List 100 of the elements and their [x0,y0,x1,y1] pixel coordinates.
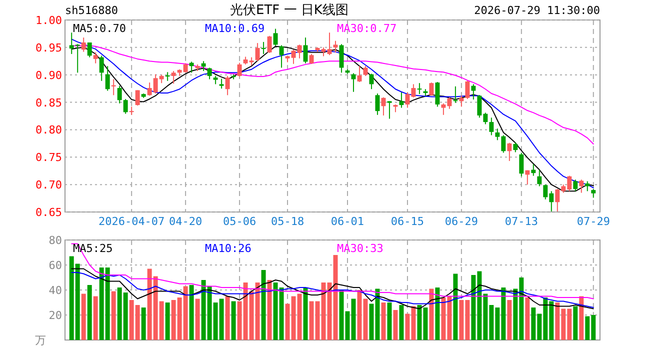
bar [165,302,170,340]
bar [399,305,404,340]
candlestick [471,84,476,100]
chart-title: 光伏ETF 一 日K线图 [230,3,348,18]
candlestick [369,73,374,90]
bar [267,280,272,340]
x-tick-label: 07-13 [504,215,538,228]
candlestick [135,90,140,106]
y-axis-title: 万 [35,334,46,347]
y-tick-label: 0.70 [36,178,62,192]
candlestick [339,44,344,74]
candlestick [399,92,404,108]
candlestick [537,169,542,187]
candlestick [489,117,494,136]
candlestick [93,52,98,64]
candlestick [273,28,278,46]
candlestick [579,179,584,194]
candlestick [261,41,266,55]
candlestick [267,35,272,54]
bar [381,302,386,340]
candlestick [225,75,230,96]
bar [111,291,116,340]
bar [141,308,146,340]
candlestick [309,54,314,64]
candlestick [417,82,422,95]
candlestick [531,164,536,176]
bar [435,288,440,340]
x-tick-label: 07-29 [576,215,610,228]
candlestick [201,60,206,72]
candlestick [513,142,518,153]
candlestick [99,55,104,82]
y-tick-label: 40 [48,284,62,297]
candlestick [375,93,380,116]
y-tick-label: 0.85 [36,96,62,110]
candlestick [387,100,392,120]
line-series [71,243,594,300]
bar [453,274,458,340]
text: sh516880 [65,4,118,17]
bar [93,296,98,340]
candlestick [357,66,362,82]
y-tick-label: 20 [48,309,62,322]
candlestick [255,42,260,62]
candlestick [459,95,464,108]
candlestick [219,78,224,90]
bar [429,288,434,340]
candlestick [165,72,170,82]
bar [195,298,200,340]
x-tick-label: 04-20 [168,215,202,228]
bar [579,296,584,340]
text: MA30:0.77 [337,22,397,35]
candlestick [105,66,110,92]
candlestick [87,42,92,58]
candlestick [525,170,530,186]
text: MA10:0.69 [205,22,265,35]
candlestick [279,44,284,68]
candlestick [453,86,458,104]
candlestick [429,82,434,96]
candlestick [573,179,578,192]
text: MA30:33 [337,242,384,255]
y-tick-label: 0.65 [36,206,62,219]
candlestick [171,70,176,84]
y-tick-label: 0.75 [36,151,62,164]
series-label: MA5:0.70 [73,22,126,35]
y-tick-label: 0.90 [36,68,62,82]
candlestick [585,180,590,192]
candlestick [117,85,122,104]
candlestick [363,66,368,76]
bar [573,306,578,340]
x-tick-label: 05-06 [222,215,256,228]
text: 2026-07-29 11:30:00 [474,4,600,17]
bar [507,300,512,340]
x-tick-label: 06-29 [444,215,478,228]
bar [303,288,308,340]
bar [231,301,236,340]
bar [225,296,230,340]
y-tick-label: 60 [48,259,62,272]
y-tick-label: 1.00 [36,14,62,27]
text: MA10:26 [205,242,252,255]
candlestick [519,152,524,177]
candlestick [111,78,116,96]
bar [87,285,92,340]
bar [189,285,194,340]
candlestick [435,81,440,108]
candlestick [189,61,194,74]
bar [387,302,392,340]
bar [525,298,530,340]
candlestick [129,106,134,116]
candlestick [333,40,338,53]
candlestick [81,37,86,52]
candlestick [351,72,356,92]
x-tick-label: 2026-04-07 [98,215,165,228]
x-tick-label: 05-18 [270,215,304,228]
candlestick [507,142,512,162]
y-tick-label: 80 [48,234,62,247]
candlestick [381,96,386,116]
bar [81,294,86,340]
candlestick [237,62,242,78]
x-tick-label: 06-01 [330,215,364,228]
y-tick-label: 0.95 [36,41,62,54]
x-tick-label: 06-15 [390,215,424,228]
